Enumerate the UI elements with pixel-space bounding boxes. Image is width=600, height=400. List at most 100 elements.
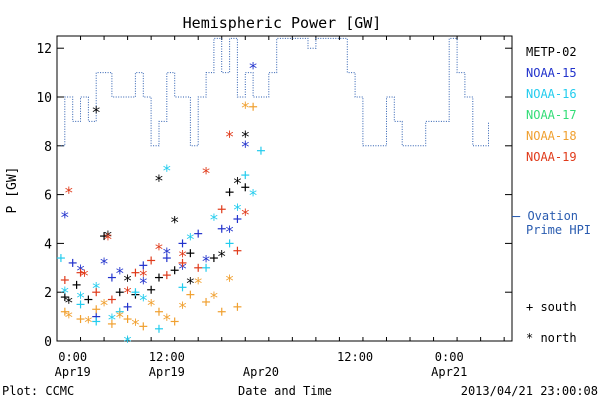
south-point <box>123 302 132 311</box>
north-point: * <box>233 200 243 219</box>
north-point: * <box>170 212 180 231</box>
x-axis-label: Date and Time <box>238 384 332 398</box>
south-point <box>186 249 195 258</box>
chart-title: Hemispheric Power [GW] <box>183 14 382 32</box>
south-point <box>225 239 234 248</box>
south-point <box>147 285 156 294</box>
legend-entry: NOAA-15 <box>526 66 577 80</box>
south-point <box>202 297 211 306</box>
south-point <box>76 300 85 309</box>
north-point: * <box>123 283 133 302</box>
south-point <box>107 319 116 328</box>
south-point <box>72 280 81 289</box>
north-point: * <box>209 210 219 229</box>
south-point <box>233 246 242 255</box>
south-point <box>202 263 211 272</box>
footer-right: 2013/04/21 23:00:08 <box>461 384 598 398</box>
south-point <box>92 317 101 326</box>
south-point <box>154 324 163 333</box>
south-point <box>241 171 250 180</box>
north-point: * <box>138 273 148 292</box>
y-tick-label: 10 <box>36 91 52 106</box>
north-point: * <box>131 315 141 334</box>
ovation-label-line2: Prime HPI <box>526 223 591 237</box>
north-point: * <box>217 247 227 266</box>
north-point: * <box>91 278 101 297</box>
x-tick-label-time: 12:00 <box>149 350 185 364</box>
north-point: * <box>178 247 188 266</box>
north-point: * <box>76 288 86 307</box>
north-point: * <box>91 103 101 122</box>
south-point <box>60 276 69 284</box>
north-point: * <box>201 251 211 270</box>
marker-south-label: + south <box>526 300 577 314</box>
south-point <box>154 273 163 282</box>
north-point: * <box>64 293 74 312</box>
north-point: * <box>201 164 211 183</box>
y-axis-ticks: 0 2 4 6 8 10 12 <box>36 42 512 350</box>
north-point: * <box>138 266 148 285</box>
north-point: * <box>103 230 113 249</box>
south-point <box>139 322 148 331</box>
north-point: * <box>233 173 243 192</box>
south-point <box>100 232 109 241</box>
north-point: * <box>115 264 125 283</box>
ovation-label-line1: — Ovation <box>513 209 578 223</box>
x-tick-label-date: Apr19 <box>149 365 185 379</box>
south-point <box>68 258 77 267</box>
south-point <box>60 293 69 302</box>
y-tick-label: 4 <box>44 237 52 252</box>
south-point <box>115 288 124 297</box>
north-point: * <box>225 271 235 290</box>
north-point: * <box>107 310 117 329</box>
south-point <box>233 215 242 223</box>
ovation-line <box>60 37 489 147</box>
plot-frame <box>56 35 513 342</box>
north-point: * <box>162 161 172 180</box>
north-point: * <box>178 259 188 278</box>
south-point <box>162 254 171 263</box>
south-point <box>233 302 242 311</box>
north-point: * <box>193 273 203 292</box>
north-point: * <box>240 98 250 117</box>
north-point: * <box>154 171 164 190</box>
north-point: * <box>64 183 74 202</box>
south-point <box>178 283 187 292</box>
y-tick-label: 8 <box>44 140 52 155</box>
x-tick-label-date: Apr19 <box>55 365 91 379</box>
south-point <box>217 224 226 233</box>
south-point <box>217 307 226 316</box>
south-point <box>76 268 85 277</box>
south-point <box>107 273 116 282</box>
south-point <box>170 266 179 275</box>
north-point: * <box>64 308 74 327</box>
south-point <box>178 239 187 248</box>
y-tick-label: 0 <box>44 335 52 350</box>
south-point <box>107 295 116 304</box>
south-point <box>139 261 148 270</box>
north-point: * <box>99 254 109 273</box>
north-point: * <box>248 59 258 78</box>
north-point: * <box>240 137 250 156</box>
y-tick-label: 12 <box>36 42 52 57</box>
north-point: * <box>248 186 258 205</box>
south-point <box>84 295 93 304</box>
x-tick-label-time: 12:00 <box>337 350 373 364</box>
south-point <box>147 256 156 265</box>
north-point: * <box>138 291 148 310</box>
y-tick-label: 2 <box>44 286 52 301</box>
south-point <box>225 188 234 197</box>
north-point: * <box>186 230 196 249</box>
south-point <box>131 268 140 277</box>
legend-entry: METP-02 <box>526 45 577 59</box>
south-point <box>209 254 218 263</box>
north-point: * <box>99 295 109 314</box>
south-point <box>56 254 65 263</box>
y-axis-label: P [GW] <box>5 167 20 214</box>
south-point <box>256 146 265 155</box>
north-point: * <box>240 127 250 146</box>
north-point: * <box>154 239 164 258</box>
legend-entry: NOAA-17 <box>526 108 577 122</box>
north-point: * <box>123 271 133 290</box>
